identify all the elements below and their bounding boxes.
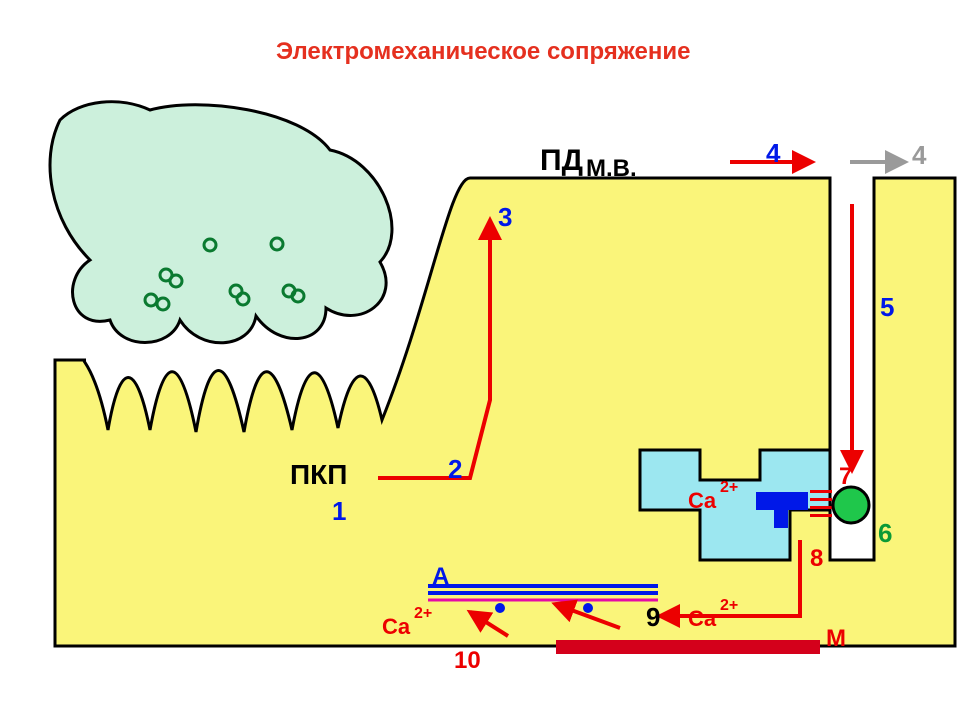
myosin-filament bbox=[556, 640, 820, 654]
label-n4g: 4 bbox=[912, 140, 927, 170]
label-n5: 5 bbox=[880, 292, 894, 322]
label-ca3: Ca bbox=[382, 614, 411, 639]
nerve-terminal bbox=[50, 102, 392, 343]
label-M: М bbox=[826, 625, 846, 652]
label-n4b: 4 bbox=[766, 138, 781, 168]
label-n6: 6 bbox=[878, 518, 892, 548]
junction-bar bbox=[810, 506, 832, 509]
label-n1: 1 bbox=[332, 496, 346, 526]
label-pkp: ПКП bbox=[290, 459, 347, 490]
label-ca2: Ca bbox=[688, 606, 717, 631]
label-ca3s: 2+ bbox=[414, 605, 432, 622]
troponin-dot bbox=[583, 603, 593, 613]
diagram-canvas: ПДМ.В.ПКП123445678910АМCa2+Ca2+Ca2+ bbox=[0, 0, 960, 720]
junction-bar bbox=[810, 490, 832, 493]
label-ca2s: 2+ bbox=[720, 597, 738, 614]
label-pd: ПД bbox=[540, 144, 583, 177]
label-n9: 9 bbox=[646, 602, 660, 632]
label-A: А bbox=[432, 563, 449, 590]
label-mv: М.В. bbox=[586, 155, 637, 182]
label-n8: 8 bbox=[810, 545, 823, 572]
label-n7: 7 bbox=[839, 463, 852, 490]
label-n10: 10 bbox=[454, 647, 481, 674]
dhpr-sensor bbox=[833, 487, 869, 523]
label-ca1s: 2+ bbox=[720, 479, 738, 496]
troponin-dot bbox=[495, 603, 505, 613]
label-ca1: Ca bbox=[688, 488, 717, 513]
junction-bar bbox=[810, 498, 832, 501]
label-n2: 2 bbox=[448, 454, 462, 484]
label-n3: 3 bbox=[498, 202, 512, 232]
junction-bar bbox=[810, 514, 832, 517]
